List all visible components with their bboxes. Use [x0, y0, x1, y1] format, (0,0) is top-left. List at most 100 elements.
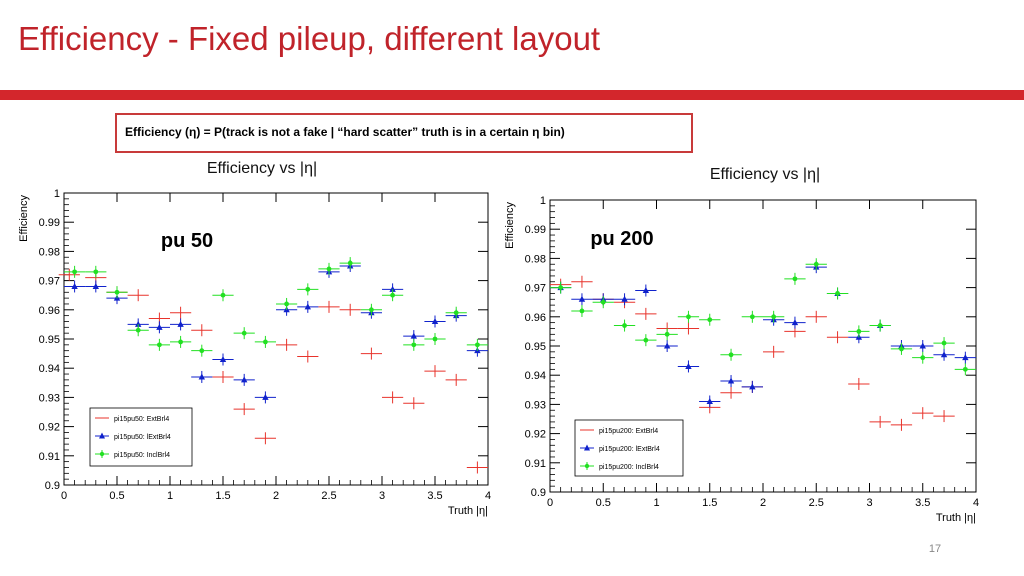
x-tick-label: 4 [485, 490, 491, 502]
x-tick-label: 4 [973, 497, 979, 509]
y-tick-label: 0.92 [525, 429, 546, 441]
efficiency-plot-pu200: Efficiency vs |η| pu 200 0.9 0.91 0.92 0.93 0.… [500, 160, 990, 525]
y-tick-label: 0.91 [525, 458, 546, 470]
legend-entry: pi15pu50: lExtBrl4 [114, 434, 171, 441]
x-tick-label: 0.5 [596, 497, 611, 509]
legend-entry: pi15pu200: lExtBrl4 [599, 446, 660, 453]
data-point-marker [135, 320, 142, 327]
y-tick-label: 0.98 [39, 246, 60, 258]
data-point-marker [390, 292, 395, 298]
legend-swatch-marker [584, 463, 590, 469]
series-1 [64, 260, 488, 404]
title-divider-bar [0, 90, 1024, 100]
efficiency-plot-pu50: Efficiency vs |η| pu 50 0.9 0.91 0.92 0.93 0.9… [12, 155, 502, 520]
data-point-marker [706, 397, 713, 404]
x-tick-label: 3.5 [427, 490, 442, 502]
x-axis-label: Truth |η| [448, 505, 488, 517]
efficiency-definition-box: Efficiency (η) = P(track is not a fake |… [115, 113, 693, 153]
data-point-marker [663, 342, 671, 349]
legend-swatch-marker [99, 432, 105, 439]
data-point-marker [263, 339, 268, 345]
data-point-marker [410, 332, 417, 339]
efficiency-plot-pu50-svg: Efficiency vs |η| pu 50 0.9 0.91 0.92 0.93 0.9… [18, 160, 491, 517]
data-point-marker [600, 299, 606, 305]
data-point-marker [178, 339, 184, 345]
data-point-marker [241, 376, 248, 383]
x-tick-label: 0 [61, 490, 67, 502]
data-point-marker [156, 323, 163, 330]
y-tick-label: 0.9 [45, 480, 60, 492]
data-point-marker [791, 319, 799, 326]
data-point-marker [962, 354, 969, 361]
x-tick-label: 3 [379, 490, 385, 502]
data-point-marker [262, 393, 269, 400]
series-1 [550, 261, 976, 408]
y-axis-label: Efficiency [504, 202, 516, 249]
data-point-marker [199, 348, 205, 354]
slide-title: Efficiency - Fixed pileup, different lay… [18, 20, 601, 57]
x-tick-label: 2 [273, 490, 279, 502]
x-tick-label: 0 [547, 497, 553, 509]
pileup-annotation: pu 50 [161, 230, 213, 252]
legend-entry: pi15pu200: ExtBrl4 [599, 428, 658, 435]
data-point-marker [940, 351, 948, 358]
legend-swatch-marker [584, 444, 590, 451]
x-tick-label: 1.5 [215, 490, 230, 502]
y-tick-label: 0.92 [39, 422, 60, 434]
x-tick-label: 1 [167, 490, 173, 502]
pileup-annotation: pu 200 [590, 228, 653, 250]
data-point-marker [664, 331, 670, 337]
legend-entry: pi15pu50: ExtBrl4 [114, 416, 169, 423]
legend-entry: pi15pu200: InclBrl4 [599, 464, 659, 471]
data-point-marker [621, 295, 628, 302]
series-2 [64, 257, 488, 357]
data-point-marker [411, 342, 417, 348]
data-point-marker [284, 301, 289, 307]
data-point-marker [114, 289, 120, 295]
data-point-marker [728, 352, 734, 358]
y-tick-label: 0.96 [39, 305, 60, 317]
y-tick-label: 0.96 [525, 312, 546, 324]
legend-box [89, 407, 193, 467]
y-tick-label: 0.9 [531, 487, 546, 499]
x-tick-label: 2 [760, 497, 766, 509]
y-tick-label: 0.91 [39, 451, 60, 463]
data-point-marker [835, 291, 840, 296]
y-tick-label: 0.94 [525, 370, 546, 382]
y-tick-label: 0.95 [39, 334, 60, 346]
y-tick-label: 0.97 [525, 283, 546, 295]
y-axis-label: Efficiency [18, 195, 30, 242]
data-point-marker [686, 314, 691, 320]
data-point-marker [93, 269, 99, 275]
data-point-marker [771, 314, 777, 320]
x-tick-label: 2.5 [321, 490, 336, 502]
data-point-marker [157, 342, 162, 348]
page-number: 17 [928, 543, 942, 555]
y-tick-label: 1 [54, 188, 60, 200]
data-point-marker [135, 327, 141, 333]
data-point-marker [749, 383, 756, 390]
data-point-marker [71, 282, 78, 289]
y-tick-label: 0.95 [525, 341, 546, 353]
data-point-marker [220, 292, 226, 298]
y-tick-label: 0.99 [39, 217, 60, 229]
x-tick-label: 1 [653, 497, 659, 509]
data-point-marker [919, 342, 926, 349]
legend-entry: pi15pu50: InclBrl4 [114, 452, 170, 459]
x-tick-label: 3 [866, 497, 872, 509]
data-point-marker [431, 317, 439, 324]
data-point-marker [920, 355, 926, 361]
series-2 [550, 258, 976, 376]
x-tick-label: 3.5 [915, 497, 930, 509]
data-point-marker [453, 310, 459, 316]
data-point-marker [347, 260, 353, 266]
y-tick-label: 0.94 [39, 363, 60, 375]
x-tick-label: 2.5 [809, 497, 824, 509]
data-point-marker [219, 355, 227, 362]
x-axis-label: Truth |η| [936, 512, 976, 524]
data-point-marker [241, 330, 247, 336]
data-point-marker [389, 285, 396, 292]
data-point-marker [685, 362, 692, 369]
data-point-marker [792, 276, 798, 282]
data-point-marker [643, 337, 649, 343]
